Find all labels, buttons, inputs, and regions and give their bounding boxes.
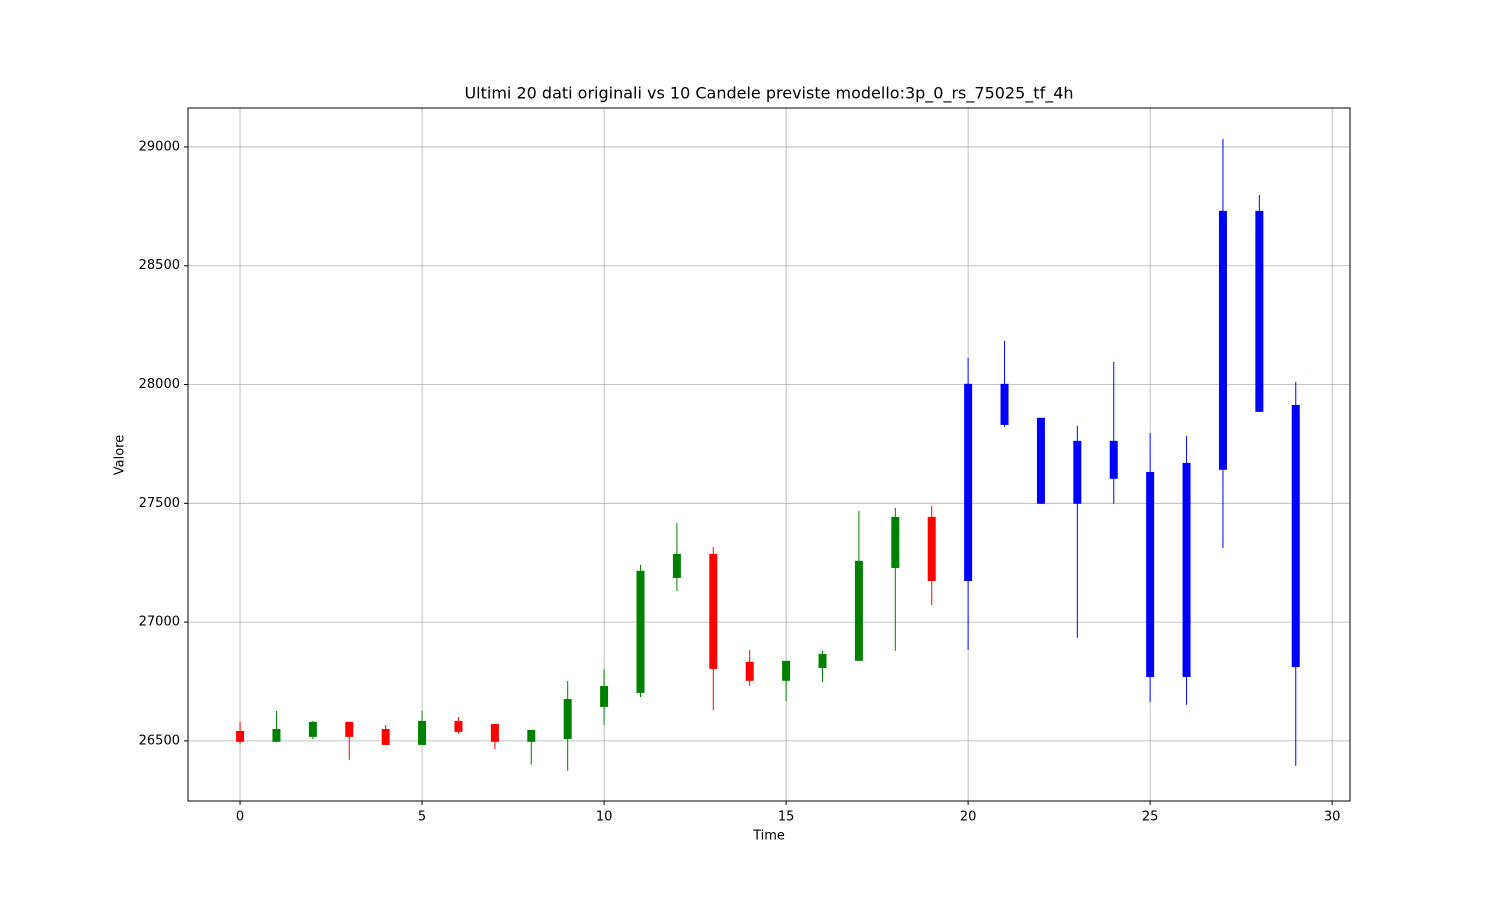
- x-tick-label: 15: [778, 810, 795, 825]
- x-tick-label: 30: [1324, 810, 1341, 825]
- x-tick-label: 20: [960, 810, 977, 825]
- chart-title: Ultimi 20 dati originali vs 10 Candele p…: [464, 84, 1073, 104]
- candle-body: [854, 560, 863, 661]
- x-tick-label: 0: [236, 810, 244, 825]
- candle-body: [636, 570, 645, 693]
- y-tick-label: 26500: [139, 733, 180, 748]
- x-axis-label: Time: [752, 829, 785, 844]
- candle-body: [454, 720, 463, 732]
- candle-body: [272, 729, 281, 742]
- y-tick-label: 28000: [139, 377, 180, 392]
- candle-body: [782, 660, 791, 681]
- candle-body: [1000, 383, 1009, 425]
- x-tick-label: 10: [596, 810, 613, 825]
- y-axis-label: Valore: [113, 435, 128, 475]
- candle-body: [1109, 440, 1118, 479]
- x-tick-label: 25: [1142, 810, 1159, 825]
- candle-body: [891, 516, 900, 568]
- candle-body: [1073, 440, 1082, 504]
- y-tick-label: 27500: [139, 496, 180, 511]
- candle-body: [1146, 471, 1155, 677]
- candle-body: [345, 721, 354, 737]
- candle-body: [236, 730, 245, 742]
- plot-frame: [187, 107, 1351, 802]
- candle-body: [1036, 417, 1045, 504]
- candle-body: [527, 729, 536, 742]
- candle-body: [927, 516, 936, 582]
- candle-body: [1255, 210, 1264, 412]
- candle-body: [1182, 462, 1191, 677]
- candle-body: [672, 553, 681, 578]
- candle-body: [563, 699, 572, 739]
- candle-body: [745, 661, 754, 681]
- y-tick-label: 28500: [139, 258, 180, 273]
- candle-body: [308, 721, 317, 737]
- candle-body: [818, 653, 827, 668]
- x-tick-label: 5: [418, 810, 426, 825]
- y-tick-label: 27000: [139, 615, 180, 630]
- candle-body: [1291, 404, 1300, 668]
- candle-body: [600, 686, 609, 707]
- candle-body: [418, 720, 427, 745]
- candle-body: [964, 383, 973, 582]
- y-tick-label: 29000: [139, 139, 180, 154]
- candle-body: [381, 729, 390, 745]
- candle-body: [490, 724, 499, 742]
- candle-body: [1218, 210, 1227, 470]
- candle-body: [709, 553, 718, 669]
